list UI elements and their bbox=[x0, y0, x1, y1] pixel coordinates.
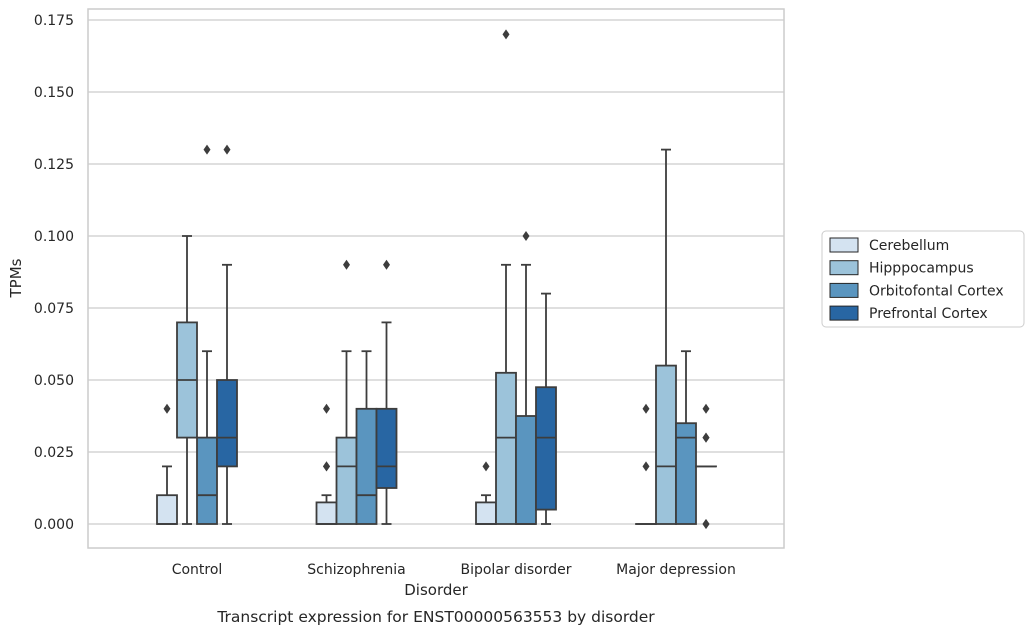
box-body bbox=[536, 387, 556, 509]
box-body bbox=[337, 438, 357, 524]
x-tick-label: Major depression bbox=[616, 562, 736, 578]
legend-swatch bbox=[830, 283, 858, 297]
y-tick-label: 0.075 bbox=[34, 301, 74, 317]
box-body bbox=[197, 438, 217, 524]
flier-point bbox=[503, 29, 510, 39]
box-orbitofontal-cortex bbox=[676, 351, 696, 524]
box-orbitofontal-cortex bbox=[516, 231, 536, 524]
box-body bbox=[317, 502, 337, 524]
box-cerebellum bbox=[636, 404, 656, 524]
y-tick-label: 0.050 bbox=[34, 373, 74, 389]
box-body bbox=[377, 409, 397, 488]
figure-caption: Transcript expression for ENST0000056355… bbox=[216, 608, 655, 626]
y-tick-label: 0.125 bbox=[34, 157, 74, 173]
y-axis-label: TPMs bbox=[7, 258, 25, 298]
box-body bbox=[476, 502, 496, 524]
y-tick-label: 0.175 bbox=[34, 13, 74, 29]
legend-label: Hipppocampus bbox=[869, 261, 974, 277]
box-body bbox=[496, 373, 516, 524]
flier-point bbox=[703, 404, 710, 414]
box-body bbox=[656, 366, 676, 524]
flier-point bbox=[383, 260, 390, 270]
box-body bbox=[357, 409, 377, 524]
box-orbitofontal-cortex bbox=[357, 351, 377, 524]
box-prefrontal-cortex bbox=[217, 145, 237, 524]
box-cerebellum bbox=[476, 461, 496, 524]
flier-point bbox=[483, 461, 490, 471]
box-cerebellum bbox=[317, 404, 337, 524]
box-prefrontal-cortex bbox=[377, 260, 397, 524]
boxes-layer bbox=[157, 29, 716, 529]
x-tick-label: Bipolar disorder bbox=[460, 562, 571, 578]
flier-point bbox=[643, 404, 650, 414]
box-prefrontal-cortex bbox=[536, 294, 556, 524]
legend-label: Prefrontal Cortex bbox=[869, 306, 988, 322]
x-axis-label: Disorder bbox=[404, 581, 468, 599]
flier-point bbox=[224, 145, 231, 155]
box-body bbox=[516, 416, 536, 524]
y-tick-label: 0.100 bbox=[34, 229, 74, 245]
box-body bbox=[157, 495, 177, 524]
flier-point bbox=[323, 404, 330, 414]
legend-label: Cerebellum bbox=[869, 238, 949, 254]
flier-point bbox=[204, 145, 211, 155]
flier-point bbox=[343, 260, 350, 270]
legend-swatch bbox=[830, 306, 858, 320]
box-hipppocampus bbox=[496, 29, 516, 524]
box-cerebellum bbox=[157, 404, 177, 524]
y-tick-label: 0.000 bbox=[34, 517, 74, 533]
box-orbitofontal-cortex bbox=[197, 145, 217, 524]
flier-point bbox=[523, 231, 530, 241]
flier-point bbox=[164, 404, 171, 414]
box-hipppocampus bbox=[337, 260, 357, 524]
legend-label: Orbitofontal Cortex bbox=[869, 283, 1004, 299]
y-tick-label: 0.150 bbox=[34, 85, 74, 101]
box-hipppocampus bbox=[656, 150, 676, 524]
y-ticks: 0.000 0.025 0.050 0.075 0.100 0.125 0.150 0.175 bbox=[34, 13, 74, 533]
box-prefrontal-cortex bbox=[696, 404, 716, 529]
flier-point bbox=[703, 433, 710, 443]
legend-swatch bbox=[830, 261, 858, 275]
box-body bbox=[217, 380, 237, 466]
legend: Cerebellum Hipppocampus Orbitofontal Corte… bbox=[822, 231, 1024, 327]
x-tick-label: Schizophrenia bbox=[307, 562, 405, 578]
flier-point bbox=[323, 461, 330, 471]
flier-point bbox=[703, 519, 710, 529]
flier-point bbox=[643, 461, 650, 471]
box-hipppocampus bbox=[177, 236, 197, 524]
x-ticks: Control Schizophrenia Bipolar disorder Majo… bbox=[172, 562, 736, 578]
y-tick-label: 0.025 bbox=[34, 445, 74, 461]
legend-swatch bbox=[830, 238, 858, 252]
x-tick-label: Control bbox=[172, 562, 223, 578]
